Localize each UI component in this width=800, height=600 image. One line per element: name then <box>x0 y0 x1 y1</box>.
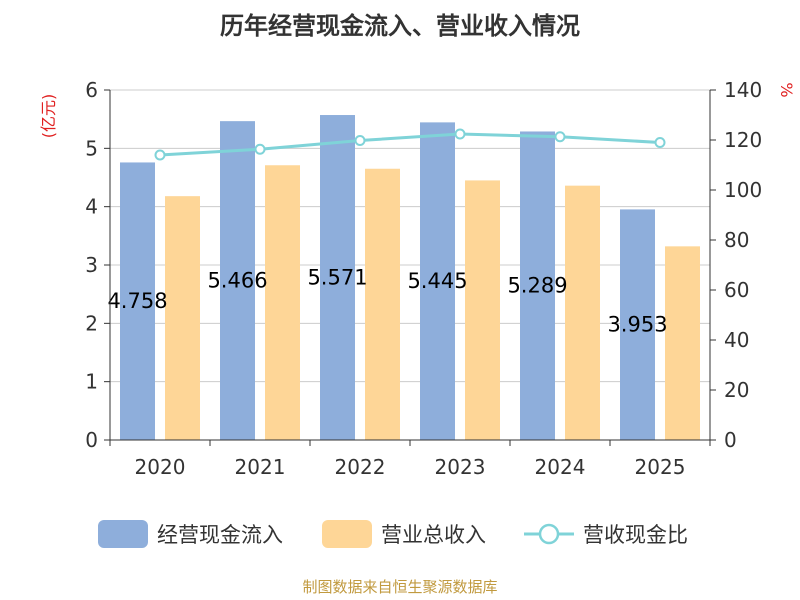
revenue-bar <box>465 180 500 440</box>
ratio-line <box>154 128 666 161</box>
left-tick-label: 1 <box>85 370 98 394</box>
right-tick-label: 120 <box>724 128 762 152</box>
left-tick-label: 0 <box>85 428 98 452</box>
x-tick-label: 2021 <box>235 455 286 479</box>
legend-label-ratio: 营收现金比 <box>583 523 688 547</box>
legend-swatch-revenue <box>322 520 372 548</box>
ratio-point <box>154 149 166 161</box>
left-tick-label: 4 <box>85 195 98 219</box>
left-tick-label: 2 <box>85 311 98 335</box>
x-tick-label: 2025 <box>635 455 686 479</box>
right-tick-label: 80 <box>724 228 749 252</box>
cash-inflow-bar <box>420 122 455 440</box>
right-tick-label: 100 <box>724 178 762 202</box>
ratio-point <box>454 128 466 140</box>
left-axis-unit: (亿元) <box>39 94 58 139</box>
left-tick-label: 5 <box>85 136 98 160</box>
cash-inflow-value-label: 4.758 <box>107 289 167 313</box>
ratio-point <box>354 135 366 146</box>
revenue-bar <box>665 246 700 440</box>
right-tick-label: 40 <box>724 328 749 352</box>
right-tick-label: 0 <box>724 428 737 452</box>
ratio-point <box>554 131 566 143</box>
x-tick-label: 2020 <box>135 455 186 479</box>
cash-inflow-bar <box>620 209 655 440</box>
legend: 经营现金流入 营业总收入 营收现金比 <box>98 520 688 548</box>
source-footer: 制图数据来自恒生聚源数据库 <box>302 578 498 596</box>
x-tick-label: 2023 <box>435 455 486 479</box>
ratio-line-path <box>159 132 661 157</box>
revenue-bar <box>265 165 300 440</box>
cash-inflow-value-label: 5.571 <box>307 266 367 290</box>
x-tick-label: 2024 <box>535 455 586 479</box>
bars <box>120 115 700 441</box>
legend-label-cash-inflow: 经营现金流入 <box>157 523 283 547</box>
chart-title: 历年经营现金流入、营业收入情况 <box>220 12 580 40</box>
cash-inflow-bar <box>220 121 255 441</box>
legend-swatch-cash-inflow <box>98 520 148 548</box>
revenue-bar <box>565 185 600 440</box>
cash-inflow-value-label: 5.445 <box>407 269 467 293</box>
right-tick-label: 60 <box>724 278 749 302</box>
ratio-point <box>654 137 666 148</box>
revenue-bar <box>165 196 200 440</box>
left-tick-label: 6 <box>85 78 98 102</box>
right-tick-label: 20 <box>724 378 749 402</box>
right-tick-label: 140 <box>724 78 762 102</box>
ratio-point <box>254 143 266 155</box>
revenue-bar <box>365 168 400 440</box>
cash-inflow-bar <box>320 115 355 441</box>
cash-inflow-bar <box>120 162 155 440</box>
legend-swatch-ratio-marker <box>538 523 560 545</box>
legend-label-revenue: 营业总收入 <box>381 523 486 547</box>
bar-labels: 4.758 5.466 5.571 5.445 5.289 3.953 <box>107 266 667 337</box>
cash-inflow-bar <box>520 131 555 440</box>
cash-inflow-value-label: 3.953 <box>607 313 667 337</box>
cash-inflow-value-label: 5.466 <box>207 269 267 293</box>
x-tick-label: 2022 <box>335 455 386 479</box>
cash-inflow-value-label: 5.289 <box>507 274 567 298</box>
left-tick-label: 3 <box>85 253 98 277</box>
right-axis-unit: % <box>777 82 796 97</box>
grid-lines <box>110 89 710 383</box>
